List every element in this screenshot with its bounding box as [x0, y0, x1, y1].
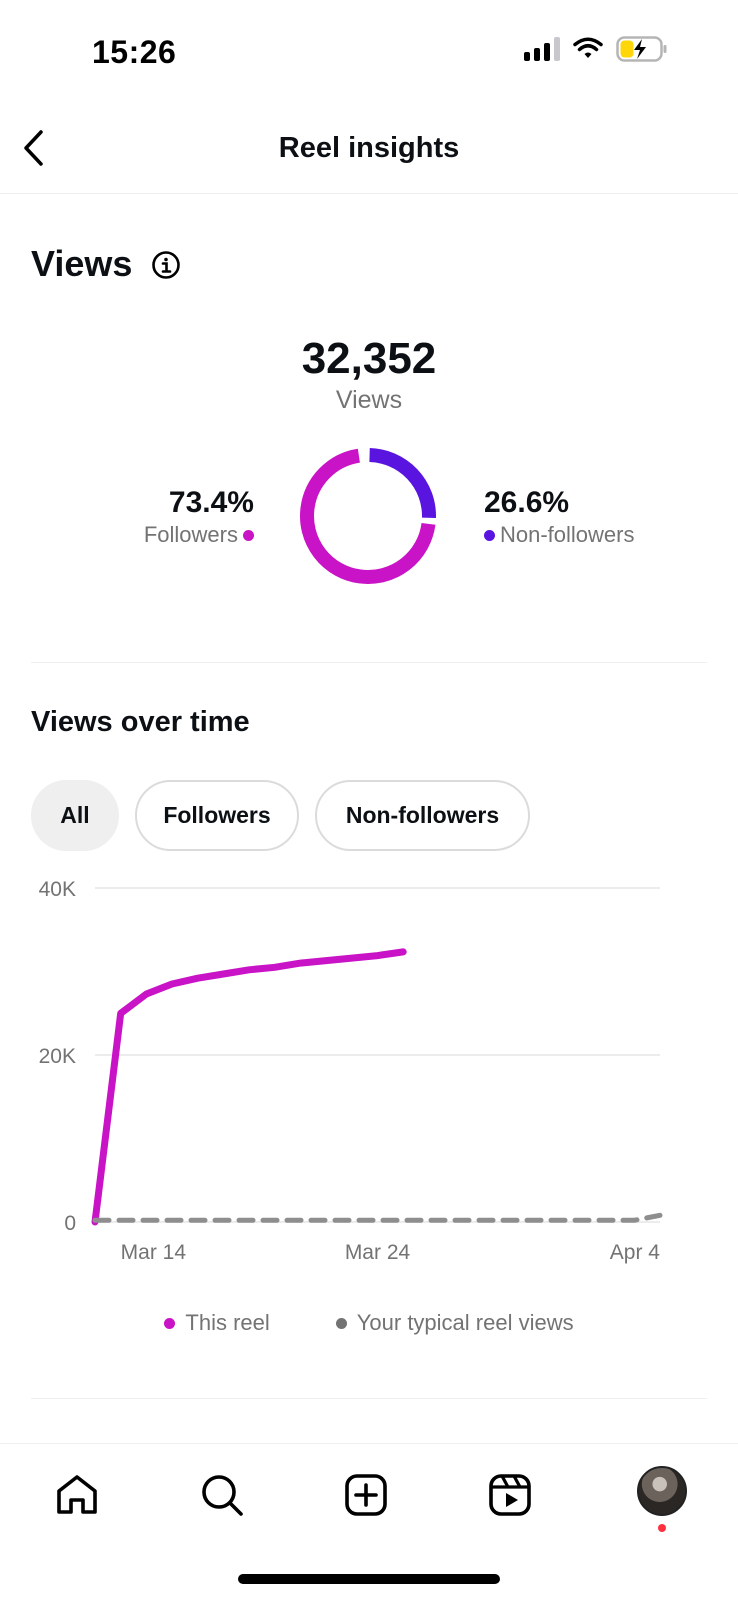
legend-label-this-reel: This reel: [185, 1310, 270, 1335]
reels-icon: [489, 1474, 531, 1516]
tab-reels[interactable]: [485, 1470, 535, 1520]
status-time: 15:26: [92, 34, 177, 70]
legend-dot-typical: [335, 1317, 347, 1329]
total-views-label: Views: [335, 386, 403, 414]
nonfollowers-legend: Non-followers: [484, 520, 635, 550]
section-divider: [31, 662, 707, 663]
tab-home[interactable]: [52, 1470, 102, 1520]
cellular-signal-icon: [524, 37, 560, 61]
x-tick-label: Mar 24: [345, 1241, 411, 1264]
header: Reel insights: [0, 100, 738, 194]
info-icon[interactable]: [151, 250, 181, 280]
filter-chip-all[interactable]: All: [31, 780, 119, 851]
donut-nonfollowers-arc: [300, 448, 436, 584]
bottom-tab-bar: [0, 1443, 738, 1600]
legend-dot-this-reel: [164, 1317, 176, 1329]
nonfollowers-label: Non-followers: [500, 522, 635, 547]
y-tick-label: 20K: [39, 1045, 76, 1068]
followers-legend: Followers: [144, 520, 254, 550]
followers-percent: 73.4%: [168, 486, 254, 519]
search-icon: [202, 1475, 243, 1516]
legend-item-typical: Your typical reel views: [335, 1310, 574, 1336]
section-divider-bottom: [31, 1398, 707, 1399]
wifi-icon: [573, 37, 603, 58]
tab-create[interactable]: [341, 1470, 391, 1520]
nonfollowers-share: 26.6% Non-followers: [484, 486, 635, 550]
views-section-title: Views: [31, 243, 133, 284]
views-over-time-title: Views over time: [31, 706, 250, 738]
followers-share: 73.4% Followers: [144, 486, 254, 550]
y-tick-label: 40K: [39, 880, 76, 901]
nonfollowers-percent: 26.6%: [484, 486, 570, 519]
battery-icon: [616, 36, 667, 62]
page-title: Reel insights: [278, 132, 460, 164]
nonfollowers-dot: [484, 529, 495, 541]
tab-search[interactable]: [197, 1470, 247, 1520]
legend-label-typical: Your typical reel views: [356, 1310, 574, 1335]
profile-avatar[interactable]: [637, 1466, 687, 1516]
series-line-typical: [92, 1212, 663, 1223]
x-tick-label: Apr 4: [610, 1241, 661, 1264]
home-indicator: [238, 1574, 500, 1584]
filter-chip-nonfollowers[interactable]: Non-followers: [315, 780, 530, 851]
create-icon: [345, 1474, 387, 1516]
followers-dot: [243, 529, 254, 541]
views-donut-chart: [300, 448, 436, 584]
filter-chip-followers[interactable]: Followers: [135, 780, 299, 851]
total-views-value: 32,352: [301, 334, 437, 383]
y-tick-label: 0: [64, 1212, 76, 1235]
x-tick-label: Mar 14: [121, 1241, 187, 1264]
series-line-this-reel: [91, 948, 407, 1226]
status-icons: [524, 36, 668, 62]
chart-legend: This reel Your typical reel views: [0, 1310, 738, 1336]
status-bar: 15:26: [0, 0, 738, 100]
back-chevron-icon: [24, 130, 43, 166]
followers-label: Followers: [143, 522, 238, 547]
views-over-time-chart: 0 20K 40K Mar 14 Mar 24 Apr 4: [39, 880, 663, 1264]
back-button[interactable]: [14, 128, 54, 168]
profile-notification-dot: [658, 1524, 666, 1532]
legend-item-this-reel: This reel: [164, 1310, 270, 1336]
home-icon: [57, 1475, 97, 1514]
audience-filter-chips: All Followers Non-followers: [31, 780, 530, 851]
